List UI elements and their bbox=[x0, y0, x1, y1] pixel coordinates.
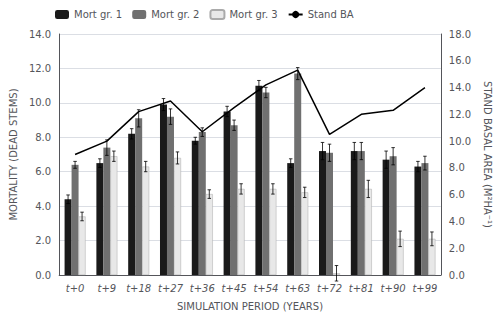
svg-text:t+54: t+54 bbox=[253, 283, 278, 294]
svg-text:2.0: 2.0 bbox=[449, 243, 465, 254]
svg-text:t+90: t+90 bbox=[381, 283, 406, 294]
svg-text:Mort gr. 1: Mort gr. 1 bbox=[74, 9, 122, 20]
svg-text:t+63: t+63 bbox=[285, 283, 310, 294]
svg-text:t+72: t+72 bbox=[317, 283, 342, 294]
svg-text:4.0: 4.0 bbox=[35, 201, 51, 212]
svg-text:t+18: t+18 bbox=[126, 283, 151, 294]
svg-text:10.0: 10.0 bbox=[29, 97, 51, 108]
svg-text:MORTALITY (DEAD STEMS): MORTALITY (DEAD STEMS) bbox=[8, 88, 19, 220]
svg-text:2.0: 2.0 bbox=[35, 235, 51, 246]
svg-text:8.0: 8.0 bbox=[449, 162, 465, 173]
svg-text:8.0: 8.0 bbox=[35, 132, 51, 143]
svg-text:Mort gr. 3: Mort gr. 3 bbox=[229, 9, 277, 20]
svg-text:12.0: 12.0 bbox=[449, 109, 471, 120]
svg-text:6.0: 6.0 bbox=[35, 166, 51, 177]
svg-text:0.0: 0.0 bbox=[449, 270, 465, 281]
svg-text:14.0: 14.0 bbox=[29, 29, 51, 40]
svg-text:16.0: 16.0 bbox=[449, 55, 471, 66]
svg-text:14.0: 14.0 bbox=[449, 82, 471, 93]
svg-text:t+36: t+36 bbox=[190, 283, 215, 294]
svg-text:0.0: 0.0 bbox=[35, 270, 51, 281]
svg-text:SIMULATION PERIOD (YEARS): SIMULATION PERIOD (YEARS) bbox=[177, 301, 323, 312]
svg-text:t+9: t+9 bbox=[98, 283, 117, 294]
svg-text:t+81: t+81 bbox=[349, 283, 374, 294]
svg-text:Stand BA: Stand BA bbox=[308, 9, 354, 20]
svg-text:t+27: t+27 bbox=[158, 283, 184, 294]
svg-text:Mort gr. 2: Mort gr. 2 bbox=[151, 9, 199, 20]
svg-text:t+45: t+45 bbox=[222, 283, 247, 294]
svg-text:18.0: 18.0 bbox=[449, 29, 471, 40]
svg-text:12.0: 12.0 bbox=[29, 63, 51, 74]
svg-text:6.0: 6.0 bbox=[449, 189, 465, 200]
svg-text:4.0: 4.0 bbox=[449, 216, 465, 227]
svg-text:STAND BASAL AREA (M²HA⁻¹): STAND BASAL AREA (M²HA⁻¹) bbox=[482, 81, 493, 228]
svg-text:t+0: t+0 bbox=[66, 283, 85, 294]
svg-text:t+99: t+99 bbox=[412, 283, 437, 294]
svg-text:10.0: 10.0 bbox=[449, 136, 471, 147]
